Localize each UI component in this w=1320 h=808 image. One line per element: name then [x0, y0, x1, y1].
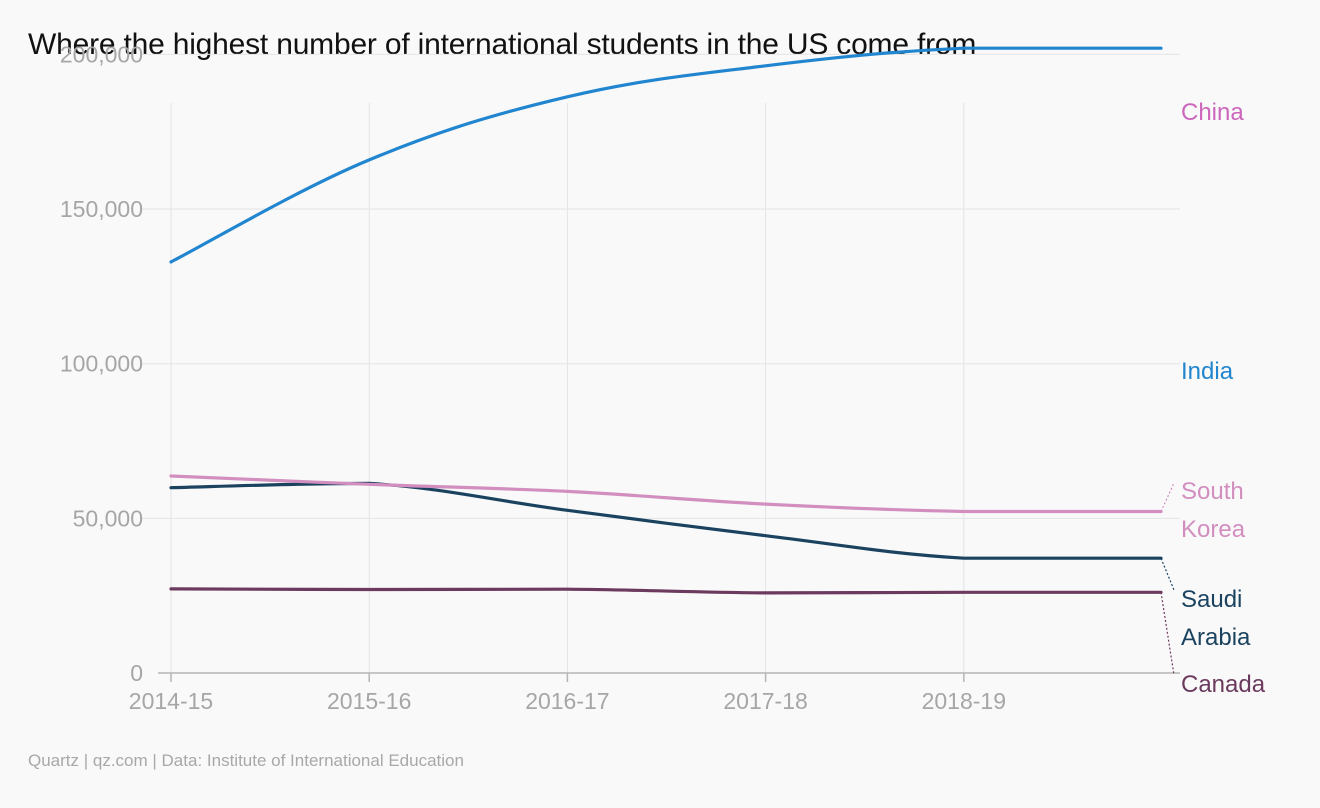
label-leader-line	[1160, 482, 1175, 512]
x-tick-label: 2018-19	[922, 688, 1006, 714]
series-line-india	[169, 46, 1163, 264]
x-tick-label: 2016-17	[525, 688, 609, 714]
series-line-canada	[169, 587, 1163, 595]
x-tick-label: 2015-16	[327, 688, 411, 714]
x-tick-label: 2017-18	[723, 688, 807, 714]
y-tick-label: 100,000	[60, 351, 143, 377]
series-label: Arabia	[1181, 624, 1251, 651]
x-axis: 2014-15 2015-16 2016-17 2017-18 2018-19	[129, 672, 1180, 714]
series-line-saudi-arabia	[169, 481, 1163, 560]
series-label: South	[1181, 478, 1244, 505]
y-tick-label: 0	[130, 660, 143, 686]
x-tick-label: 2014-15	[129, 688, 213, 714]
source-note: Quartz | qz.com | Data: Institute of Int…	[28, 751, 464, 770]
label-leader-line	[1160, 558, 1175, 591]
series-line-south-korea	[169, 474, 1163, 514]
y-tick-label: 150,000	[60, 196, 143, 222]
series-label: India	[1181, 358, 1234, 385]
series-layer	[169, 46, 1163, 595]
series-label: Canada	[1181, 671, 1266, 698]
y-axis: 050,000100,000150,000200,000250,000300,0…	[60, 41, 143, 686]
label-leader-line	[1160, 592, 1175, 676]
y-tick-label: 50,000	[73, 505, 143, 531]
series-label: Korea	[1181, 516, 1246, 543]
chart-title: Where the highest number of internationa…	[28, 28, 977, 61]
series-label: China	[1181, 99, 1244, 126]
series-label: Saudi	[1181, 586, 1242, 613]
series-labels: Canada Saudi Arabia South Korea India China	[1160, 99, 1266, 698]
y-tick-label: 200,000	[60, 41, 143, 67]
grid-layer	[140, 53, 1180, 673]
